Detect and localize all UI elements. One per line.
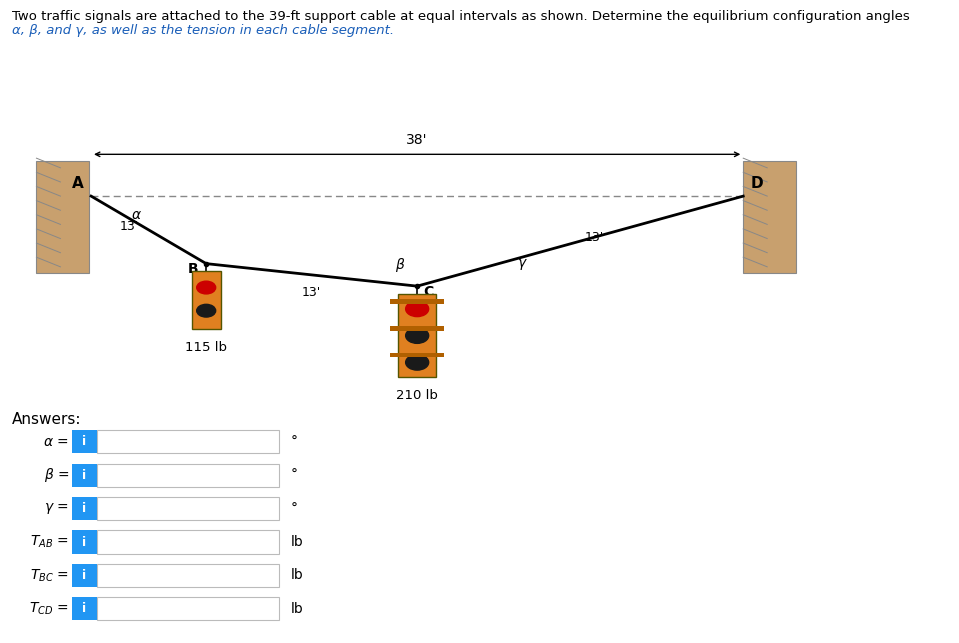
Text: $T_{AB}$ =: $T_{AB}$ = <box>31 534 69 550</box>
Text: i: i <box>82 569 86 582</box>
Circle shape <box>406 301 429 316</box>
Text: $T_{CD}$ =: $T_{CD}$ = <box>30 601 69 617</box>
Circle shape <box>197 281 216 294</box>
Text: γ: γ <box>518 256 526 270</box>
Bar <box>390 353 444 358</box>
Circle shape <box>197 304 216 317</box>
Text: α, β, and γ, as well as the tension in each cable segment.: α, β, and γ, as well as the tension in e… <box>12 24 393 37</box>
Circle shape <box>406 328 429 343</box>
Text: 13': 13' <box>585 231 604 244</box>
Text: lb: lb <box>291 535 303 549</box>
Text: $\gamma$ =: $\gamma$ = <box>44 501 69 516</box>
Text: A: A <box>72 176 83 191</box>
Bar <box>36 161 89 273</box>
Bar <box>72 430 97 453</box>
Bar <box>72 564 97 587</box>
Text: D: D <box>751 176 763 191</box>
Bar <box>192 271 221 329</box>
Bar <box>72 597 97 620</box>
Text: Answers:: Answers: <box>12 412 81 426</box>
Bar <box>72 464 97 487</box>
Bar <box>398 294 436 377</box>
Bar <box>97 564 279 587</box>
Text: C: C <box>423 285 433 299</box>
Bar <box>97 530 279 554</box>
Text: 210 lb: 210 lb <box>396 389 438 402</box>
Text: i: i <box>82 602 86 615</box>
Text: B: B <box>188 262 199 276</box>
Text: 13': 13' <box>302 287 321 300</box>
Text: 13': 13' <box>120 220 139 233</box>
Text: °: ° <box>291 435 297 449</box>
Text: i: i <box>82 536 86 548</box>
Bar <box>390 326 444 331</box>
Bar <box>390 299 444 303</box>
Text: $\beta$ =: $\beta$ = <box>44 466 69 484</box>
Text: i: i <box>82 502 86 515</box>
Bar <box>97 597 279 620</box>
Text: β: β <box>395 258 405 272</box>
Bar <box>743 161 796 273</box>
Circle shape <box>406 355 429 370</box>
Text: $\alpha$ =: $\alpha$ = <box>43 435 69 449</box>
Bar <box>72 530 97 554</box>
Text: °: ° <box>291 502 297 516</box>
Text: lb: lb <box>291 602 303 616</box>
Bar <box>72 497 97 520</box>
Text: i: i <box>82 469 86 482</box>
Text: $T_{BC}$ =: $T_{BC}$ = <box>30 567 69 584</box>
Text: 115 lb: 115 lb <box>185 341 227 354</box>
Bar <box>97 430 279 453</box>
Bar <box>97 497 279 520</box>
Text: 38': 38' <box>407 132 428 147</box>
Text: lb: lb <box>291 568 303 583</box>
Text: Two traffic signals are attached to the 39-ft support cable at equal intervals a: Two traffic signals are attached to the … <box>12 10 909 23</box>
Text: °: ° <box>291 468 297 482</box>
Bar <box>97 464 279 487</box>
Text: i: i <box>82 435 86 448</box>
Text: α: α <box>131 208 141 222</box>
